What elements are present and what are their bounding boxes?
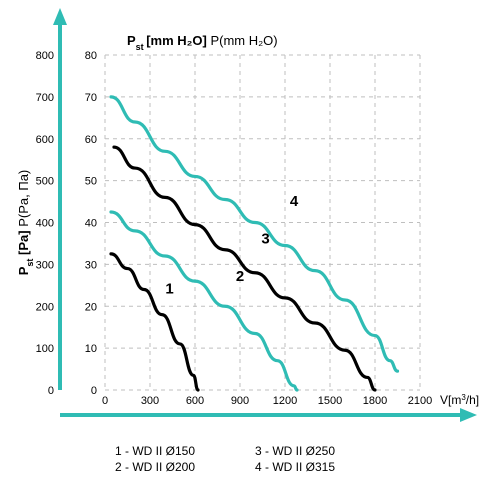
y-left-tick: 300 — [36, 259, 54, 271]
y-left-tick: 200 — [36, 301, 54, 313]
x-tick: 600 — [186, 395, 204, 407]
curve-label-1: 1 — [165, 281, 173, 298]
y-left-tick: 500 — [36, 176, 54, 188]
y-left-tick: 700 — [36, 92, 54, 104]
x-tick: 1200 — [273, 395, 297, 407]
y-right-tick: 20 — [85, 301, 97, 313]
legend-item-3: 3 - WD II Ø250 — [255, 444, 335, 458]
y-left-tick: 0 — [48, 385, 54, 397]
x-tick: 2100 — [408, 395, 432, 407]
y-right-tick: 60 — [85, 134, 97, 146]
x-axis-label: V[m3/h] — [440, 393, 479, 408]
y-right-tick: 30 — [85, 259, 97, 271]
x-tick: 1800 — [363, 395, 387, 407]
x-tick: 0 — [102, 395, 108, 407]
y-right-tick: 50 — [85, 176, 97, 188]
y-left-tick: 400 — [36, 218, 54, 230]
y-left-tick: 600 — [36, 134, 54, 146]
y-right-tick: 80 — [85, 50, 97, 62]
x-tick: 1500 — [318, 395, 342, 407]
y-right-tick: 0 — [91, 385, 97, 397]
chart-svg: 0100200300400500600700800010203040506070… — [0, 0, 503, 503]
legend-item-2: 2 - WD II Ø200 — [115, 460, 195, 474]
y-left-tick: 800 — [36, 50, 54, 62]
x-tick: 900 — [231, 395, 249, 407]
y-right-tick: 10 — [85, 343, 97, 355]
legend-item-4: 4 - WD II Ø315 — [255, 460, 335, 474]
curve-label-4: 4 — [290, 193, 299, 210]
curve-label-2: 2 — [236, 268, 244, 285]
y-right-tick: 70 — [85, 92, 97, 104]
y-right-tick: 40 — [85, 218, 97, 230]
legend-item-1: 1 - WD II Ø150 — [115, 444, 195, 458]
y-left-tick: 100 — [36, 343, 54, 355]
x-tick: 300 — [141, 395, 159, 407]
fan-pressure-chart: { "chart": { "type": "line", "background… — [0, 0, 503, 503]
